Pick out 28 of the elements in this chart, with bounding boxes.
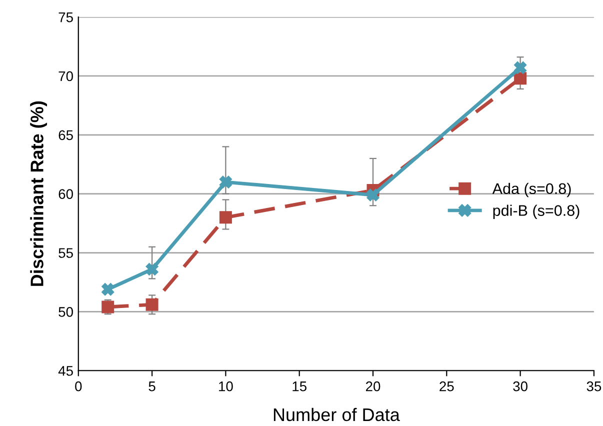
point [146,298,158,311]
x-tick-label: 20 [366,381,380,392]
point [514,72,527,85]
x-tick-label: 0 [75,381,82,392]
point [219,211,232,224]
point [514,61,527,74]
y-tick-label: 45 [58,366,73,376]
y-tick-label: 70 [58,71,73,82]
y-tick-label: 75 [58,12,73,22]
x-tick-label: 30 [513,381,528,392]
y-tick-label: 50 [58,307,73,317]
y-tick-label: 60 [58,189,73,199]
y-tick-label: 65 [58,130,73,140]
point [102,300,114,314]
y-axis-title: Discriminant Rate (%) [30,101,47,286]
y-tick-label: 55 [58,248,73,258]
x-axis-title: Number of Data [274,408,400,422]
legend-label: pdi-B (s=0.8) [493,204,580,219]
x-tick-label: 35 [586,381,602,392]
x-tick-label: 10 [219,381,233,392]
x-tick-label: 5 [148,382,156,392]
point [366,188,380,202]
x-tick-label: 15 [292,382,306,392]
point [146,263,158,276]
x-tick-label: 25 [440,381,454,392]
point [219,176,232,188]
point [102,283,114,296]
legend-label: Ada (s=0.8) [492,182,571,198]
